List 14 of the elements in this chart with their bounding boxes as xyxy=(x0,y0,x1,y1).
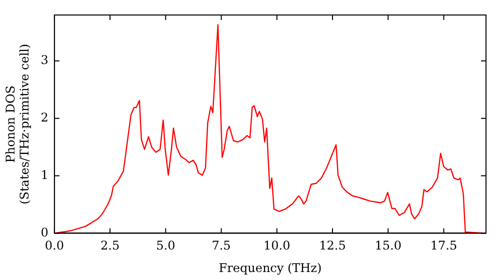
x-tick-label: 15.0 xyxy=(374,238,402,253)
y-tick-label: 1 xyxy=(40,168,48,182)
x-tick-label: 2.5 xyxy=(100,238,120,253)
y-tick-label: 2 xyxy=(40,110,48,124)
y-axis-title: Phonon DOS (States/THz·primitive cell) xyxy=(3,44,32,204)
y-tick-label: 0 xyxy=(40,225,48,240)
y-tick-label: 3 xyxy=(40,53,48,68)
x-tick-label: 5.0 xyxy=(156,238,176,253)
x-tick-label: 10.0 xyxy=(264,238,290,253)
x-tick-label: 12.5 xyxy=(319,238,346,253)
x-tick-label: 0.0 xyxy=(44,238,64,253)
x-tick-label: 17.5 xyxy=(430,238,458,253)
x-tick-label: 7.5 xyxy=(212,238,231,253)
x-axis-title: Frequency (THz) xyxy=(218,260,322,275)
